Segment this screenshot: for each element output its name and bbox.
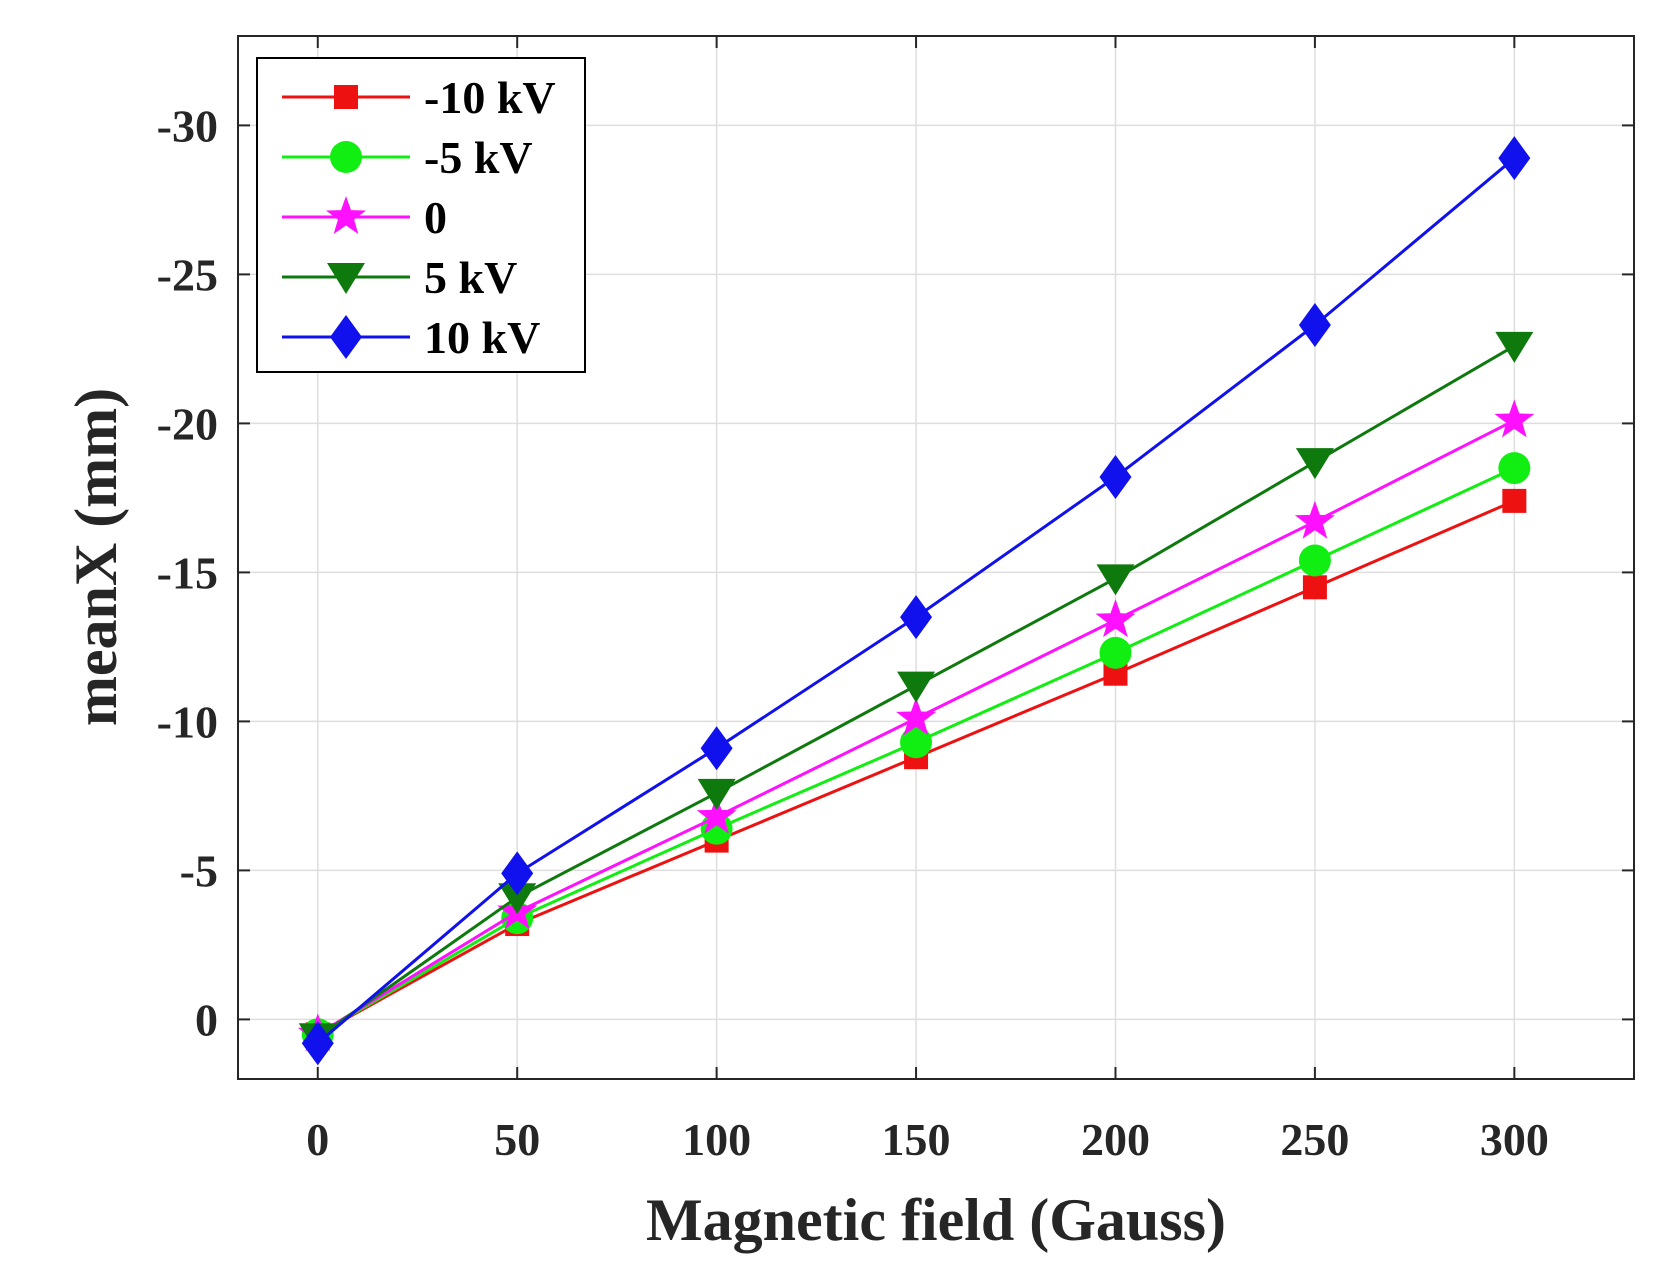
data-point [897,671,936,703]
y-axis-title: meanX (mm) [63,388,129,726]
data-point [1294,500,1335,539]
data-series [297,136,1535,1066]
y-tick-label: -20 [157,398,218,449]
data-point [1099,636,1132,669]
series-10kv [301,136,1531,1066]
legend-marker [334,85,358,109]
legend-entry: 10 kV [282,312,540,363]
data-point [900,595,933,640]
legend-label: -5 kV [424,132,533,183]
data-point [1502,488,1527,513]
x-tick-label: 300 [1480,1114,1549,1165]
x-tick-label: 200 [1081,1114,1150,1165]
data-point [1494,399,1535,438]
data-point [498,883,537,915]
data-point [697,778,736,810]
data-point [900,726,933,759]
legend: -10 kV -5 kV 0 5 kV 10 kV [256,57,586,373]
data-point [1295,448,1334,480]
data-point [301,1021,334,1066]
legend-box [256,57,586,373]
legend-marker [326,196,366,234]
y-tick-label: -10 [157,696,218,747]
legend-entry: 5 kV [282,252,517,303]
data-point [1298,544,1331,577]
data-point [1498,136,1531,181]
x-tick-label: 50 [494,1114,540,1165]
legend-marker [330,141,362,173]
data-point [1498,452,1531,485]
y-tick-label: 0 [195,994,218,1045]
legend-label: 10 kV [424,312,540,363]
y-tick-label: -25 [157,249,218,300]
x-tick-label: 100 [682,1114,751,1165]
data-point [501,851,534,896]
legend-label: -10 kV [424,72,556,123]
legend-label: 5 kV [424,252,517,303]
y-tick-label: -30 [157,100,218,151]
legend-label: 0 [424,192,447,243]
legend-marker [330,315,362,359]
y-tick-label: -5 [180,845,218,896]
data-point [1099,455,1132,500]
data-point [1095,599,1136,638]
data-point [1495,331,1534,363]
data-point [1096,564,1135,596]
x-axis-title: Magnetic field (Gauss) [646,1187,1226,1253]
x-tick-label: 150 [882,1114,951,1165]
plot-frame [237,35,1635,1080]
data-point [1302,575,1327,600]
axis-ticks: 0 50 100 150 200 250 300 0 -5 -10 -15 -20 -25 -30 [157,36,1634,1165]
series-5kv [298,331,1534,1055]
legend-entry: -5 kV [282,132,533,183]
x-tick-label: 250 [1280,1114,1349,1165]
legend-entries: -10 kV -5 kV 0 5 kV 10 kV [282,72,556,363]
data-point [1298,303,1331,348]
data-point [700,726,733,771]
data-point [896,697,936,736]
legend-marker [327,263,365,294]
x-tick-label: 0 [306,1114,329,1165]
data-point [696,795,737,834]
y-tick-label: -15 [157,547,218,598]
legend-entry: -10 kV [282,72,556,123]
legend-entry: 0 [282,192,447,243]
